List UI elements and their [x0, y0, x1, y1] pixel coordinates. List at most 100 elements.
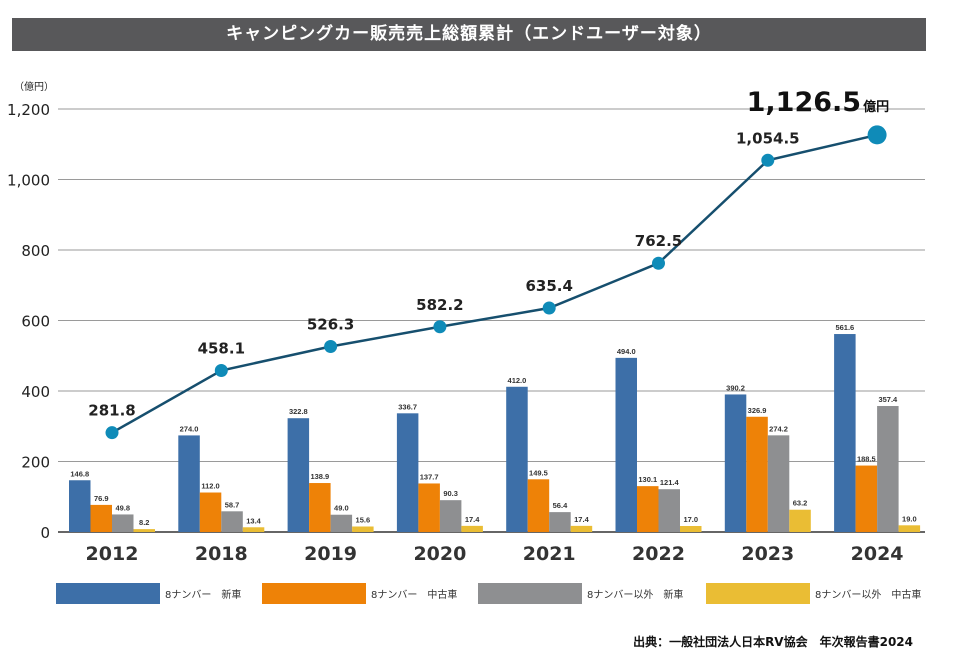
x-tick-label: 2023 — [741, 543, 794, 565]
bar-data-label: 17.4 — [574, 515, 589, 524]
legend: 8ナンバー 新車 8ナンバー 中古車 8ナンバー以外 新車 8ナンバー以外 中古車 — [56, 583, 936, 605]
bar-data-label: 137.7 — [420, 472, 439, 481]
bar-2024-series-2 — [877, 406, 899, 532]
bar-data-label: 494.0 — [617, 347, 636, 356]
total-data-label: 1,126.5 — [747, 87, 861, 118]
bar-data-label: 17.4 — [465, 515, 480, 524]
y-tick-label: 1,000 — [7, 172, 50, 190]
bar-2021-series-0 — [506, 386, 528, 532]
total-point-2018 — [214, 364, 228, 378]
total-point-2022 — [652, 256, 665, 270]
bar-2021-series-2 — [549, 512, 571, 532]
y-tick-label: 400 — [21, 383, 50, 401]
total-point-2012 — [105, 426, 119, 440]
total-data-label: 762.5 — [635, 232, 682, 250]
total-data-label: 635.4 — [525, 277, 572, 295]
legend-label: 8ナンバー以外 新車 — [587, 590, 684, 601]
bar-2018-series-0 — [178, 435, 200, 532]
bar-2018-series-2 — [221, 511, 243, 532]
bar-data-label: 274.2 — [769, 424, 788, 433]
legend-label: 8ナンバー 新車 — [165, 590, 242, 601]
legend-item: 8ナンバー以外 新車 — [478, 583, 683, 604]
bar-data-label: 130.1 — [638, 475, 657, 484]
bar-data-label: 15.6 — [356, 516, 371, 525]
bar-data-label: 274.0 — [180, 424, 199, 433]
bar-2019-series-3 — [352, 526, 374, 532]
bar-data-label: 390.2 — [726, 383, 745, 392]
legend-swatch — [56, 583, 160, 604]
bar-data-label: 112.0 — [201, 482, 219, 491]
bar-data-label: 336.7 — [398, 402, 417, 411]
legend-item: 8ナンバー 中古車 — [262, 583, 457, 604]
total-point-2024 — [867, 125, 887, 145]
bar-2012-series-0 — [69, 480, 91, 532]
legend-label: 8ナンバー 中古車 — [371, 590, 458, 601]
bar-data-label: 138.9 — [310, 472, 329, 481]
y-tick-label: 600 — [21, 313, 50, 331]
bar-2021-series-1 — [527, 479, 550, 532]
bar-2024-series-1 — [855, 465, 878, 532]
bar-2023-series-2 — [767, 435, 790, 532]
chart-title: キャンピングカー販売売上総額累計（エンドユーザー対象） — [12, 18, 926, 51]
x-tick-label: 2018 — [195, 543, 248, 565]
bar-2012-series-3 — [133, 529, 155, 532]
bar-data-label: 149.5 — [529, 468, 548, 477]
y-tick-label: 0 — [40, 524, 50, 542]
legend-label: 8ナンバー以外 中古車 — [815, 590, 922, 601]
bar-2022-series-1 — [637, 486, 659, 532]
total-data-label: 458.1 — [198, 340, 245, 358]
bar-2023-series-1 — [746, 416, 768, 532]
bar-data-label: 49.8 — [115, 503, 130, 512]
bar-2022-series-2 — [658, 489, 680, 532]
source-note: 出典：一般社団法人日本RV協会 年次報告書2024 — [633, 635, 913, 649]
bar-data-label: 326.9 — [748, 406, 767, 415]
bar-data-label: 58.7 — [225, 500, 240, 509]
bar-2019-series-0 — [287, 418, 310, 532]
total-point-2023 — [761, 153, 775, 167]
x-tick-label: 2024 — [851, 543, 904, 565]
bar-2024-series-0 — [834, 334, 856, 532]
bar-2023-series-0 — [724, 394, 747, 532]
bar-2020-series-2 — [439, 500, 462, 532]
bar-data-label: 121.4 — [660, 478, 680, 487]
bar-2020-series-1 — [418, 483, 440, 532]
bar-2018-series-3 — [242, 527, 265, 532]
legend-item: 8ナンバー以外 中古車 — [706, 583, 921, 604]
total-point-2019 — [324, 339, 338, 353]
bar-data-label: 90.3 — [443, 489, 458, 498]
bar-2019-series-1 — [309, 483, 331, 532]
bar-data-label: 322.8 — [289, 407, 308, 416]
bar-data-label: 49.0 — [334, 504, 349, 513]
total-data-label: 582.2 — [416, 296, 463, 314]
legend-item: 8ナンバー 新車 — [56, 583, 241, 604]
bar-data-label: 13.4 — [246, 516, 261, 525]
y-tick-label: 800 — [21, 242, 50, 260]
bar-data-label: 56.4 — [553, 501, 568, 510]
x-tick-label: 2012 — [86, 543, 139, 565]
legend-swatch — [262, 583, 366, 604]
bar-2012-series-2 — [112, 514, 134, 532]
total-data-label: 281.8 — [88, 402, 135, 420]
bar-2012-series-1 — [90, 504, 112, 532]
bar-data-label: 146.8 — [70, 469, 89, 478]
legend-swatch — [478, 583, 582, 604]
y-axis-unit: （億円） — [14, 82, 54, 93]
bar-data-label: 357.4 — [878, 395, 898, 404]
bar-2019-series-2 — [330, 514, 353, 532]
bar-data-label: 8.2 — [139, 518, 149, 527]
x-tick-label: 2021 — [523, 543, 576, 565]
bar-data-label: 76.9 — [94, 494, 109, 503]
bar-data-label: 561.6 — [835, 323, 854, 332]
bar-2023-series-3 — [789, 509, 811, 532]
x-tick-label: 2022 — [632, 543, 685, 565]
y-tick-label: 200 — [21, 454, 50, 472]
bar-data-label: 412.0 — [508, 376, 527, 385]
bar-2022-series-0 — [615, 357, 637, 532]
bar-2022-series-3 — [680, 526, 702, 532]
total-data-label: 1,054.5 — [736, 129, 800, 147]
total-data-label: 526.3 — [307, 315, 354, 333]
legend-swatch — [706, 583, 810, 604]
y-tick-label: 1,200 — [7, 101, 50, 119]
